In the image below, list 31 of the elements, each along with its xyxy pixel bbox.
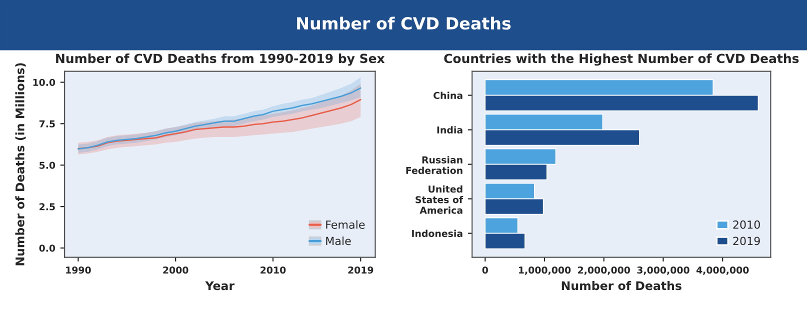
y-tick-label: 0.0 bbox=[39, 244, 56, 252]
chart-title: Number of CVD Deaths from 1990-2019 by Sex bbox=[56, 53, 385, 66]
chart-title: Countries with the Highest Number of CVD Deaths bbox=[444, 53, 799, 66]
x-tick-label: 4,000,000 bbox=[696, 266, 749, 275]
x-tick-label: 0 bbox=[482, 266, 488, 274]
y-tick-label: United States of America bbox=[416, 185, 464, 214]
x-tick-label: 1990 bbox=[66, 266, 91, 274]
y-tick-label: 10.0 bbox=[33, 78, 56, 86]
y-tick-label: Russian Federation bbox=[406, 156, 462, 174]
x-tick-label: 2000 bbox=[163, 266, 188, 274]
y-tick-label: Indonesia bbox=[412, 230, 462, 238]
line-series bbox=[78, 98, 362, 150]
x-tick-label: 2019 bbox=[348, 266, 374, 274]
text: Number of CVD Deaths bbox=[297, 16, 511, 30]
y-tick-label: China bbox=[434, 92, 462, 100]
x-tick-label: 2010 bbox=[260, 266, 286, 274]
x-axis-title: Year bbox=[205, 281, 235, 290]
legend-label: Male bbox=[326, 236, 351, 246]
legend-label: Female bbox=[326, 220, 365, 229]
x-tick-label: 2,000,000 bbox=[578, 266, 630, 275]
x-tick-label: 3,000,000 bbox=[637, 266, 690, 275]
y-tick-label: India bbox=[437, 126, 462, 134]
x-axis-title: Number of Deaths bbox=[562, 281, 682, 290]
legend-label: 2019 bbox=[733, 236, 760, 246]
y-tick-label: 2.5 bbox=[40, 203, 55, 210]
y-axis-title: Number of Deaths (in Millions) bbox=[15, 63, 26, 266]
x-tick-label: 1,000,000 bbox=[518, 266, 571, 275]
y-tick-label: 5.0 bbox=[40, 162, 56, 169]
y-tick-label: 7.5 bbox=[39, 120, 55, 128]
legend-label: 2010 bbox=[733, 220, 760, 229]
line-series bbox=[78, 87, 362, 150]
